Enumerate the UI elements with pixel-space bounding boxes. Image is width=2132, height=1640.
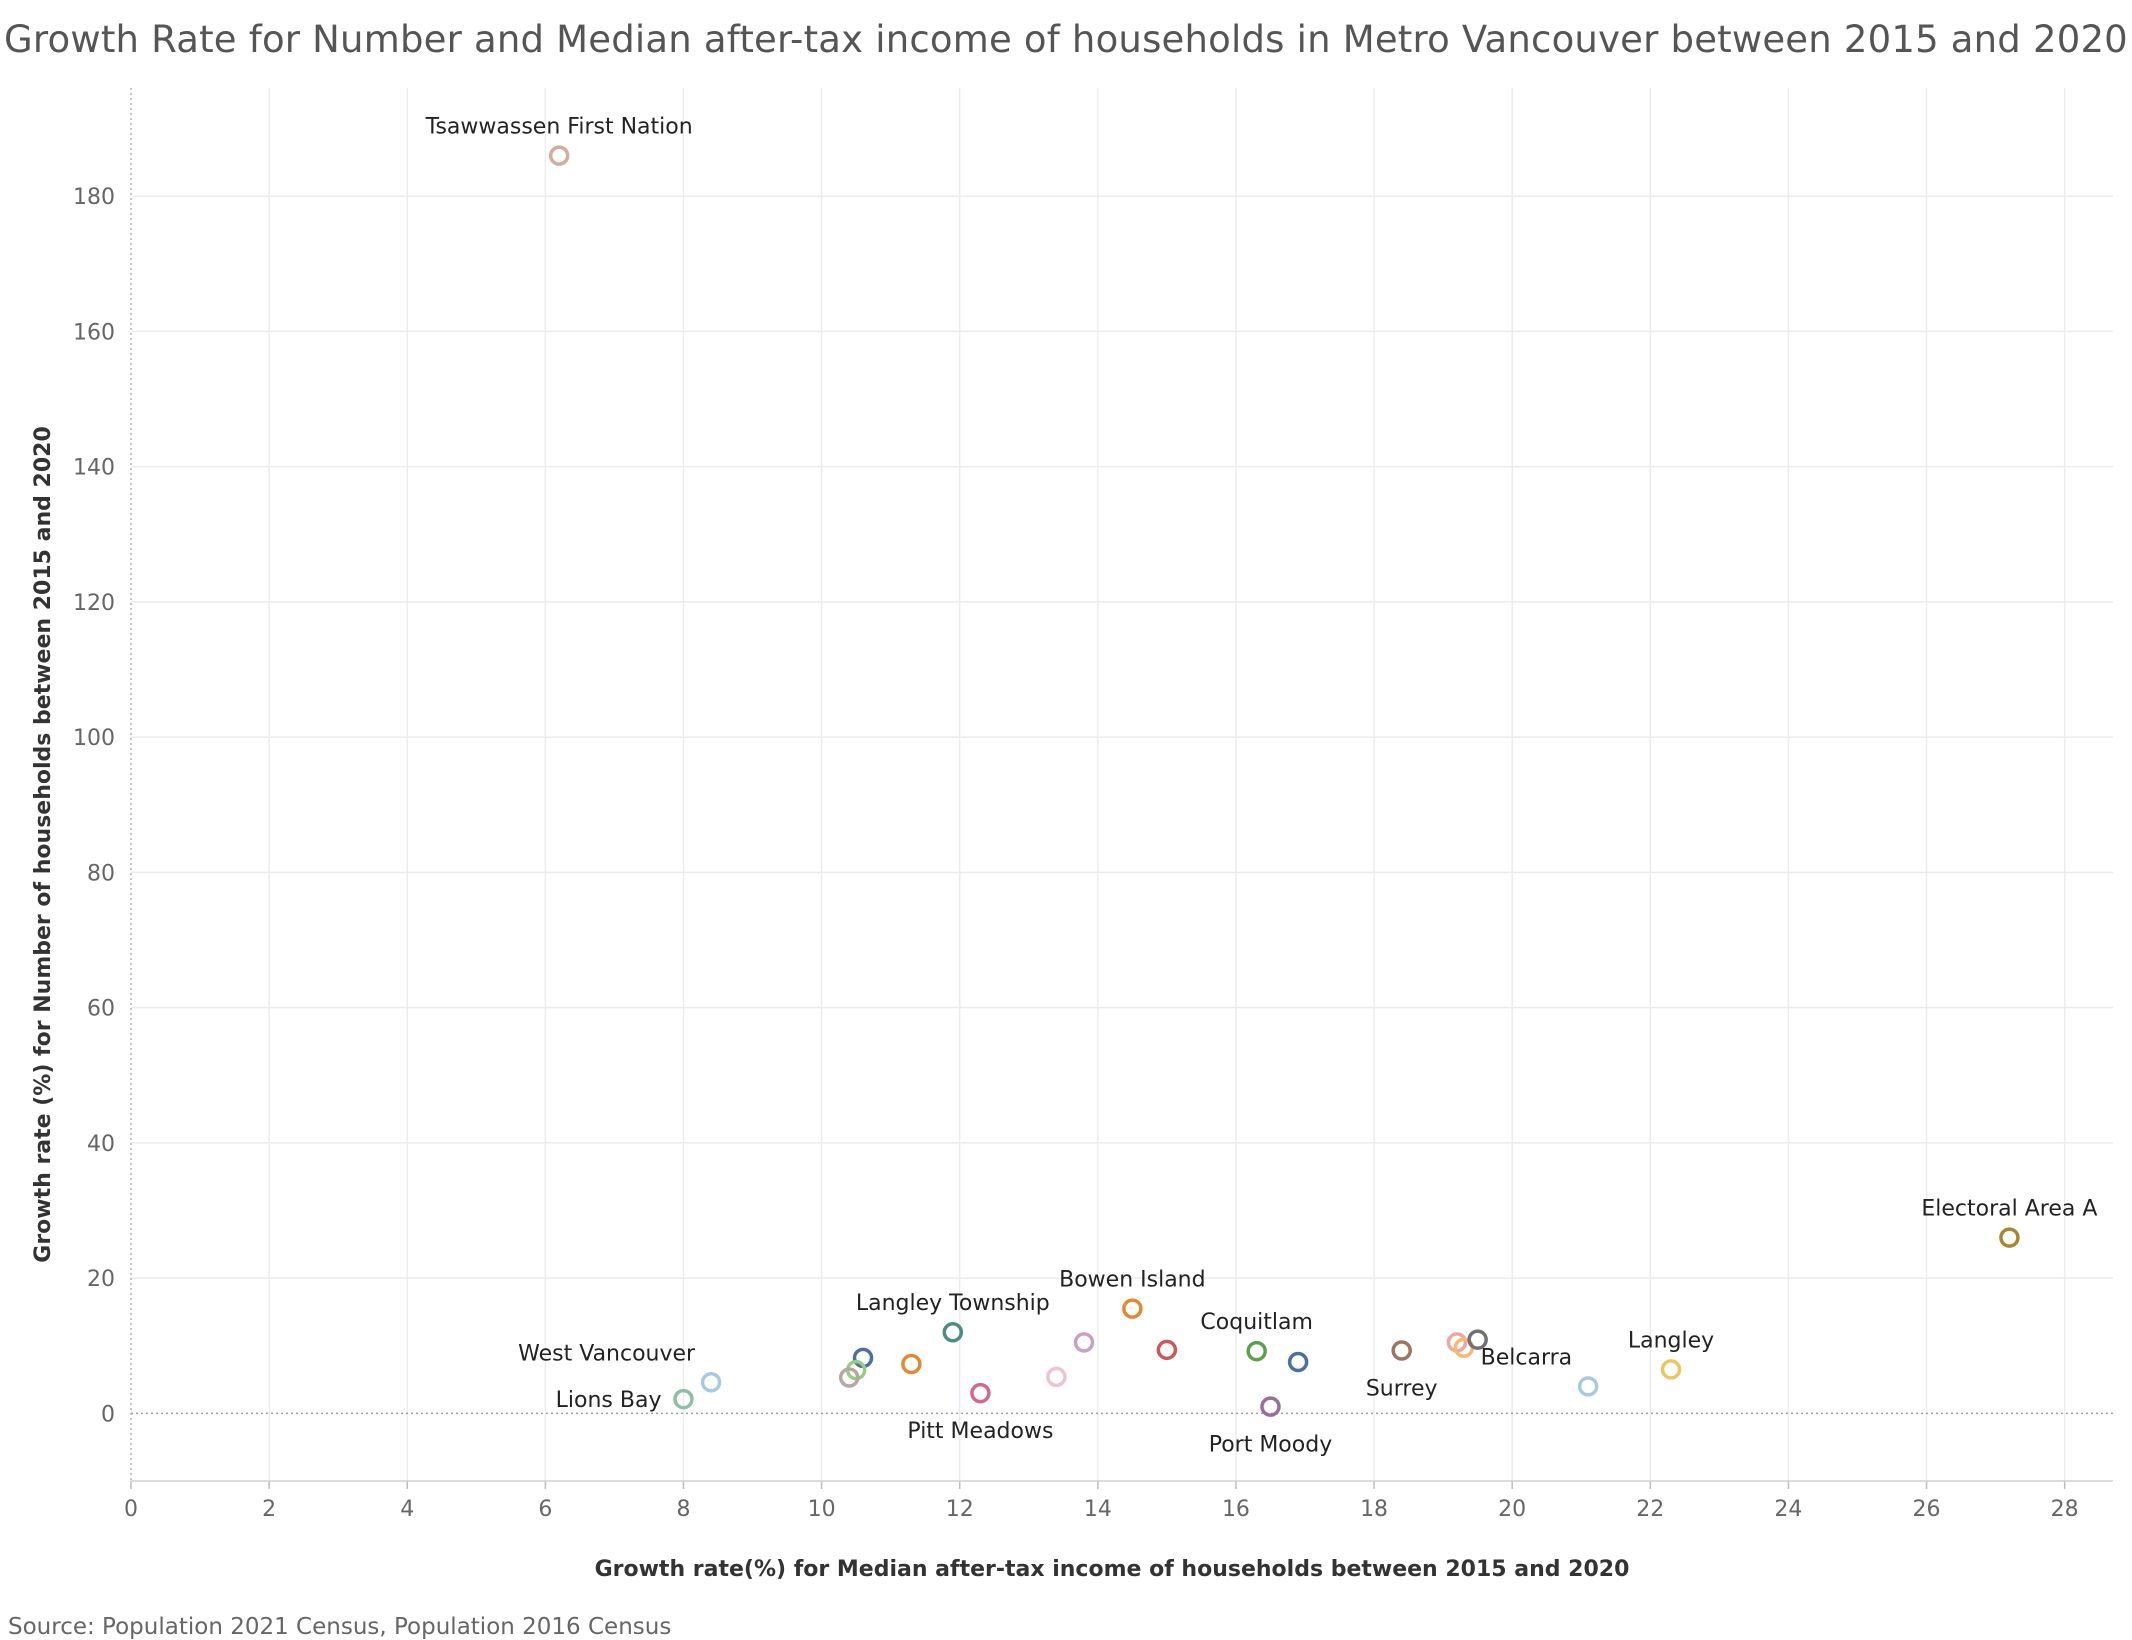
point-labels: Tsawwassen First Nation Electoral Area A B… (425, 115, 2098, 1458)
data-points (548, 145, 2020, 1417)
point-label: Tsawwassen First Nation (425, 115, 693, 140)
y-tick-label: 0 (101, 1402, 115, 1427)
data-point (970, 1382, 991, 1404)
y-tick-label: 160 (73, 320, 115, 345)
data-point (673, 1388, 694, 1410)
data-point (1999, 1227, 2020, 1248)
x-tick-label: 20 (1498, 1497, 1526, 1522)
chart-title: Growth Rate for Number and Median after-… (4, 18, 2128, 61)
x-axis-title: Growth rate(%) for Median after-tax inco… (595, 1557, 1630, 1582)
y-axis-title: Growth rate (%) for Number of households… (31, 426, 56, 1262)
y-tick-label: 40 (87, 1132, 115, 1157)
y-tick-label: 180 (73, 185, 115, 210)
x-tick-label: 28 (2051, 1497, 2079, 1522)
point-label: Electoral Area A (1921, 1197, 2097, 1222)
point-label: Langley (1628, 1328, 1714, 1353)
x-tick-label: 26 (1913, 1497, 1941, 1522)
data-point (1246, 1340, 1267, 1362)
y-tick-label: 80 (87, 861, 115, 886)
point-label: Coquitlam (1200, 1310, 1313, 1335)
data-point (1391, 1340, 1412, 1361)
x-tick-label: 10 (808, 1497, 836, 1522)
x-tick-label: 2 (262, 1497, 276, 1522)
data-point (1156, 1339, 1178, 1361)
y-tick-label: 60 (87, 997, 115, 1022)
point-label: West Vancouver (518, 1341, 696, 1366)
data-point (942, 1321, 964, 1343)
x-tick-label: 12 (946, 1497, 974, 1522)
data-point (1046, 1366, 1067, 1388)
data-point (1287, 1351, 1309, 1373)
data-point (548, 145, 570, 166)
x-tick-label: 18 (1360, 1497, 1388, 1522)
x-tick-label: 8 (676, 1497, 690, 1522)
source-note: Source: Population 2021 Census, Populati… (8, 1614, 672, 1640)
x-tick-label: 0 (124, 1497, 138, 1522)
x-tick-label: 16 (1222, 1497, 1250, 1522)
y-tick-label: 140 (73, 456, 115, 481)
data-point (1577, 1376, 1599, 1397)
data-point (901, 1353, 922, 1375)
point-label: Port Moody (1209, 1433, 1333, 1458)
x-tick-label: 6 (538, 1497, 552, 1522)
point-label: Pitt Meadows (907, 1419, 1053, 1444)
point-label: Belcarra (1481, 1345, 1573, 1370)
y-tick-label: 100 (73, 726, 115, 751)
data-point (1660, 1359, 1682, 1380)
data-point (1260, 1396, 1281, 1417)
x-tick-label: 22 (1636, 1497, 1664, 1522)
point-label: Langley Township (856, 1291, 1050, 1316)
point-label: Lions Bay (556, 1388, 662, 1413)
point-label: Bowen Island (1059, 1268, 1205, 1293)
grid-lines (131, 88, 2113, 1481)
x-tick-label: 14 (1084, 1497, 1112, 1522)
data-point (1073, 1332, 1095, 1353)
data-point (700, 1372, 722, 1393)
x-tick-label: 4 (400, 1497, 414, 1522)
point-label: Surrey (1366, 1376, 1438, 1401)
x-tick-label: 24 (1774, 1497, 1802, 1522)
y-tick-label: 20 (87, 1267, 115, 1292)
data-point (1122, 1298, 1143, 1319)
y-tick-label: 120 (73, 591, 115, 616)
tick-labels: 0 2 4 6 8 10 12 14 16 18 20 22 24 26 28020406080100120… (73, 185, 2079, 1522)
data-point (838, 1367, 860, 1388)
axes (130, 88, 2113, 1489)
data-point (1467, 1329, 1488, 1350)
